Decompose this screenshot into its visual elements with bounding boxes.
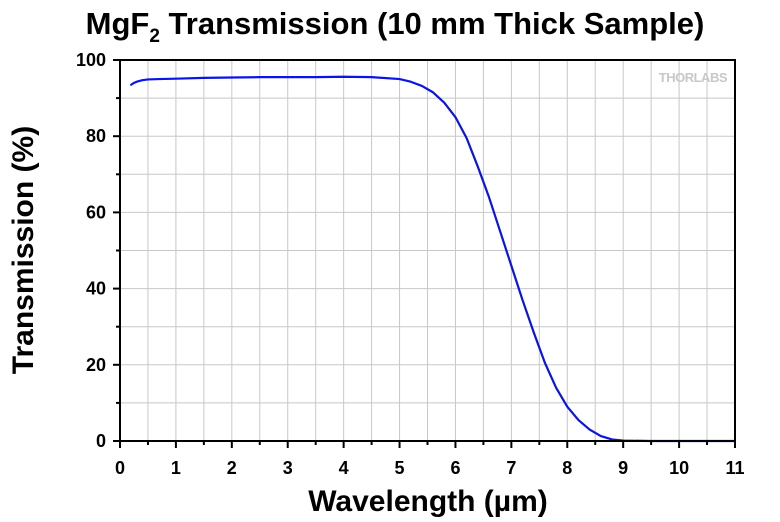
transmission-curve [130, 75, 737, 443]
y-axis-title: Transmission (%) [7, 126, 40, 374]
x-tick-label: 3 [283, 458, 293, 478]
x-tick-label: 4 [339, 458, 349, 478]
x-tick-label: 10 [669, 458, 689, 478]
x-tick-label: 11 [725, 458, 744, 478]
x-tick-labels: 0 1 2 3 4 5 6 7 8 9 10 11 [115, 458, 745, 478]
y-tick-label: 40 [86, 279, 106, 299]
y-tick-label: 60 [86, 202, 106, 222]
chart-title: MgF2 Transmission (10 mm Thick Sample) [86, 6, 705, 47]
x-tick-label: 1 [171, 458, 181, 478]
y-tick-label: 100 [76, 50, 106, 70]
y-tick-label: 20 [86, 355, 106, 375]
chart-title-subscript: 2 [149, 26, 160, 47]
plot-frame [119, 59, 736, 442]
x-tick-label: 7 [506, 458, 516, 478]
chart-title-suffix: Transmission (10 mm Thick Sample) [160, 6, 704, 41]
x-tick-label: 2 [227, 458, 237, 478]
x-tick-label: 9 [618, 458, 628, 478]
axis-ticks [113, 59, 736, 448]
x-axis-title: Wavelength (µm) [308, 485, 548, 518]
x-tick-label: 5 [395, 458, 405, 478]
thorlabs-watermark: THORLABS [659, 70, 728, 85]
y-tick-labels: 0 20 40 60 80 100 [76, 50, 106, 451]
x-tick-label: 8 [562, 458, 572, 478]
x-tick-label: 0 [115, 458, 125, 478]
y-tick-label: 0 [96, 431, 106, 451]
chart-title-prefix: MgF [86, 6, 150, 41]
series-lines [130, 75, 737, 443]
grid [120, 60, 735, 441]
x-tick-label: 6 [450, 458, 460, 478]
y-tick-label: 80 [86, 126, 106, 146]
